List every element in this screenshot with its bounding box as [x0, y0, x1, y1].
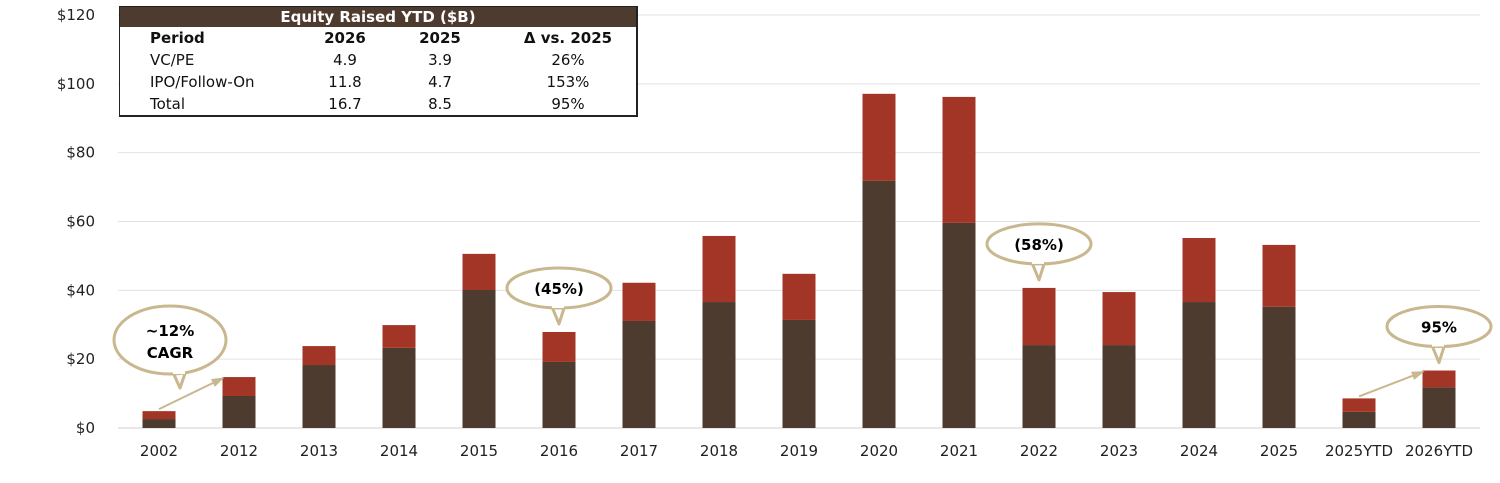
cell: 3.9 — [428, 51, 452, 69]
callout-label: CAGR — [147, 344, 194, 362]
x-tick-label: 2014 — [380, 442, 418, 460]
bar-segment-bottom — [542, 361, 576, 428]
y-tick-label: $60 — [66, 213, 95, 231]
table-row: VC/PE 4.9 3.9 26% — [120, 49, 636, 71]
bar-segment-bottom — [1422, 387, 1456, 428]
bar-segment-top — [942, 96, 976, 223]
callout-label: 95% — [1421, 319, 1457, 337]
x-tick-label: 2017 — [620, 442, 658, 460]
bar-segment-top — [222, 377, 256, 396]
bar-segment-top — [622, 282, 656, 321]
trend-arrow — [1358, 371, 1422, 398]
bar-segment-bottom — [1342, 411, 1376, 428]
bar-segment-bottom — [1262, 306, 1296, 428]
bar-segment-top — [302, 346, 336, 366]
bar-segment-top — [862, 93, 896, 181]
x-tick-label: 2024 — [1180, 442, 1218, 460]
x-tick-label: 2025 — [1260, 442, 1298, 460]
cell: 4.7 — [428, 73, 452, 91]
callout-bubble — [112, 304, 228, 376]
bar-segment-bottom — [462, 289, 496, 428]
header-period: Period — [150, 29, 205, 47]
callout-label: ~12% — [146, 322, 194, 340]
x-tick-label: 2022 — [1020, 442, 1058, 460]
bar-segment-bottom — [222, 395, 256, 428]
x-tick-label: 2018 — [700, 442, 738, 460]
bar-segment-top — [1262, 244, 1296, 307]
bar-segment-top — [1022, 287, 1056, 346]
cell: 26% — [551, 51, 585, 69]
y-tick-label: $20 — [66, 350, 95, 368]
bar-segment-bottom — [862, 180, 896, 428]
bar-segment-bottom — [782, 319, 816, 428]
cell: 8.5 — [428, 95, 452, 113]
bar-segment-bottom — [1182, 302, 1216, 428]
table-title: Equity Raised YTD ($B) — [120, 7, 636, 27]
trend-arrow — [158, 378, 222, 411]
bar-segment-bottom — [622, 320, 656, 428]
callout-label: (58%) — [1014, 236, 1064, 254]
cell: 11.8 — [328, 73, 362, 91]
bar-segment-bottom — [1022, 345, 1056, 428]
bar-segment-top — [1342, 398, 1376, 412]
arrow-head-icon — [1411, 371, 1425, 380]
header-2025: 2025 — [419, 29, 461, 47]
x-tick-label: 2021 — [940, 442, 978, 460]
x-tick-label: 2002 — [140, 442, 178, 460]
header-delta: Δ vs. 2025 — [523, 29, 613, 47]
bar-segment-top — [1182, 238, 1216, 303]
x-tick-label: 2016 — [540, 442, 578, 460]
bar-segment-top — [1422, 370, 1456, 388]
cell: 95% — [551, 95, 585, 113]
summary-table: Equity Raised YTD ($B) Period 2026 2025 … — [119, 6, 638, 117]
bar-segment-top — [1102, 292, 1136, 346]
bar-segment-top — [542, 331, 576, 362]
x-tick-label: 2013 — [300, 442, 338, 460]
arrow-head-icon — [211, 377, 225, 387]
bar-segment-bottom — [942, 222, 976, 428]
y-tick-label: $100 — [57, 75, 95, 93]
callout-joint — [1032, 255, 1044, 264]
x-tick-label: 2020 — [860, 442, 898, 460]
table-header-row: Period 2026 2025 Δ vs. 2025 — [120, 27, 636, 49]
callout-joint — [552, 299, 564, 308]
x-tick-label: 2023 — [1100, 442, 1138, 460]
bar-segment-bottom — [302, 365, 336, 428]
y-tick-label: $120 — [57, 6, 95, 24]
y-tick-label: $80 — [66, 144, 95, 162]
table-row: Total 16.7 8.5 95% — [120, 93, 636, 115]
x-tick-label: 2015 — [460, 442, 498, 460]
x-tick-label: 2025YTD — [1325, 442, 1393, 460]
bar-segment-top — [782, 273, 816, 320]
cell: Total — [150, 95, 186, 113]
header-2026: 2026 — [324, 29, 366, 47]
bar-segment-top — [702, 235, 736, 303]
cell: 16.7 — [328, 95, 362, 113]
table-row: IPO/Follow-On 11.8 4.7 153% — [120, 71, 636, 93]
bar-segment-bottom — [142, 419, 176, 428]
bar-segment-top — [142, 411, 176, 420]
cell: VC/PE — [150, 51, 195, 69]
callout-joint — [173, 366, 185, 374]
cell: 153% — [546, 73, 590, 91]
y-tick-label: $40 — [66, 281, 95, 299]
callout-label: (45%) — [534, 280, 584, 298]
x-tick-label: 2019 — [780, 442, 818, 460]
bar-segment-bottom — [382, 347, 416, 428]
x-tick-label: 2026YTD — [1405, 442, 1473, 460]
cell: IPO/Follow-On — [150, 73, 255, 91]
bar-segment-bottom — [702, 302, 736, 428]
bar-segment-top — [462, 253, 496, 290]
x-tick-label: 2012 — [220, 442, 258, 460]
bar-segment-bottom — [1102, 345, 1136, 428]
cell: 4.9 — [333, 51, 357, 69]
callout-joint — [1432, 338, 1444, 347]
y-tick-label: $0 — [76, 419, 95, 437]
bar-segment-top — [382, 325, 416, 348]
